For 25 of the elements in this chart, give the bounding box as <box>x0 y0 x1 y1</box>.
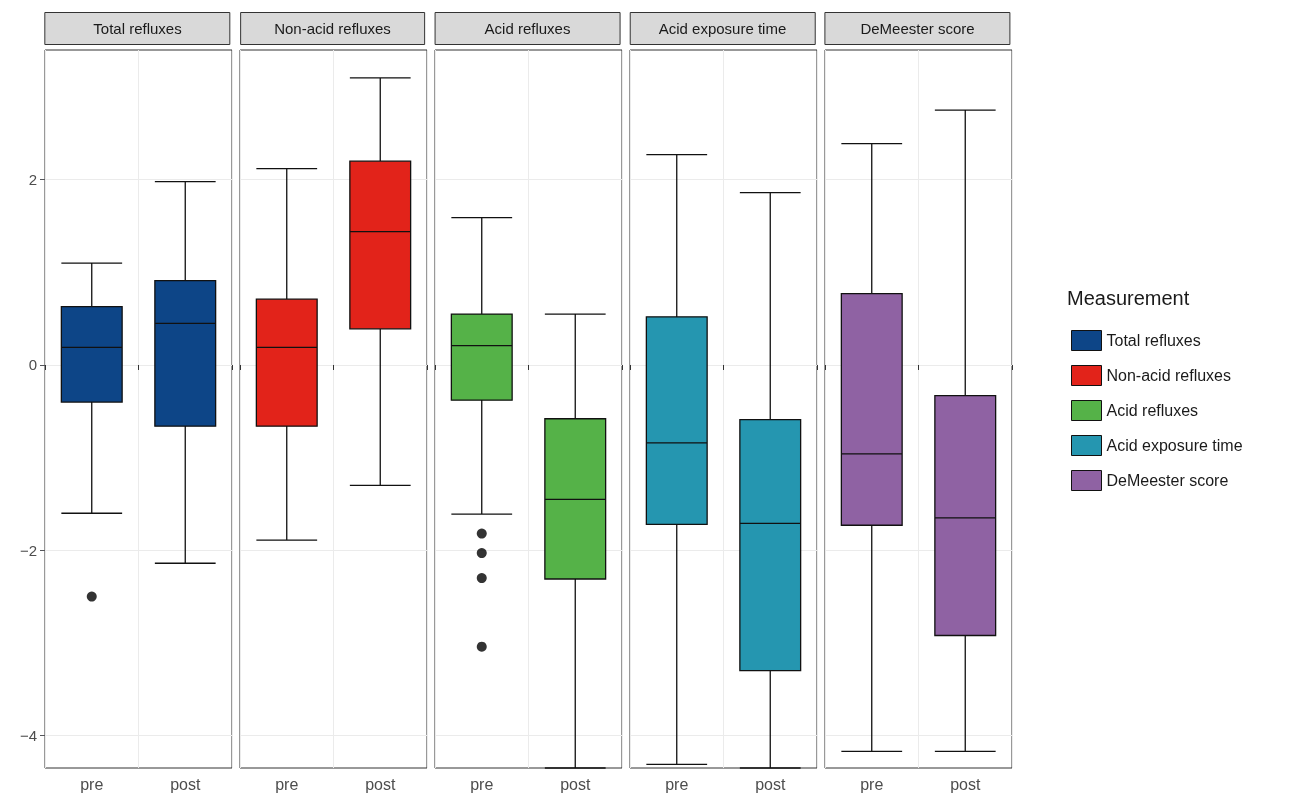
x-tick-label: post <box>170 775 201 793</box>
y-tick-label: 2 <box>28 171 37 189</box>
chart-title: Total refluxes <box>93 20 182 37</box>
chart-title: Non-acid refluxes <box>274 20 391 37</box>
legend-label: Total refluxes <box>1106 332 1201 349</box>
x-tick-label: pre <box>470 775 494 793</box>
y-tick-label: 0 <box>28 356 37 374</box>
chart-title: DeMeester score <box>860 20 975 37</box>
chart-title: Acid refluxes <box>484 20 571 37</box>
x-tick-label: post <box>365 775 396 793</box>
legend-label: DeMeester score <box>1106 472 1229 489</box>
legend-label: Non-acid refluxes <box>1106 367 1231 384</box>
legend-title: Measurement <box>1067 287 1190 309</box>
chart-title: Acid exposure time <box>658 20 787 37</box>
x-tick-label: pre <box>665 775 689 793</box>
legend-label: Acid refluxes <box>1106 402 1199 419</box>
x-tick-label: post <box>950 775 981 793</box>
x-tick-label: pre <box>80 775 104 793</box>
legend-label: Acid exposure time <box>1106 437 1243 454</box>
y-tick-label: −2 <box>19 541 37 559</box>
y-tick-label: −4 <box>19 727 37 745</box>
x-tick-label: pre <box>275 775 299 793</box>
x-tick-label: pre <box>860 775 884 793</box>
x-tick-label: post <box>560 775 591 793</box>
x-tick-label: post <box>755 775 786 793</box>
